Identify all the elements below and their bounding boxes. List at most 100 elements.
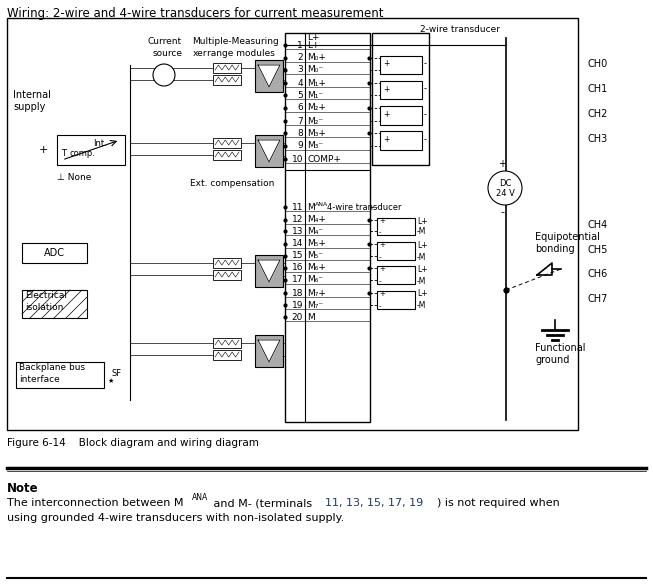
Text: +: + bbox=[383, 110, 389, 119]
Text: M₆+: M₆+ bbox=[307, 264, 326, 272]
Text: 15: 15 bbox=[291, 251, 303, 261]
Circle shape bbox=[488, 171, 522, 205]
Text: M₆⁻: M₆⁻ bbox=[307, 275, 323, 284]
Bar bbox=[22, 290, 87, 318]
Text: supply: supply bbox=[13, 102, 45, 112]
Text: M: M bbox=[307, 312, 315, 322]
Bar bbox=[255, 335, 283, 367]
Text: ANA: ANA bbox=[192, 493, 208, 502]
Text: -: - bbox=[424, 84, 427, 94]
Text: 10: 10 bbox=[291, 155, 303, 163]
Text: -: - bbox=[379, 278, 381, 284]
Text: 8: 8 bbox=[297, 128, 303, 138]
Text: 20: 20 bbox=[292, 312, 303, 322]
Text: The interconnection between M: The interconnection between M bbox=[7, 498, 183, 508]
Text: source: source bbox=[153, 49, 183, 57]
Text: 9: 9 bbox=[297, 141, 303, 151]
Text: CH0: CH0 bbox=[588, 59, 608, 69]
Text: isolation: isolation bbox=[25, 302, 63, 312]
Text: bonding: bonding bbox=[535, 244, 575, 254]
Text: -: - bbox=[500, 207, 504, 217]
Text: Ext. compensation: Ext. compensation bbox=[190, 179, 274, 189]
Text: -M: -M bbox=[417, 253, 426, 261]
Text: 5: 5 bbox=[297, 90, 303, 100]
Bar bbox=[372, 33, 429, 165]
Text: L+: L+ bbox=[417, 289, 428, 298]
Text: M₂⁻: M₂⁻ bbox=[307, 117, 323, 125]
Bar bbox=[213, 350, 241, 360]
Text: 3: 3 bbox=[297, 66, 303, 74]
Text: Wiring: 2-wire and 4-wire transducers for current measurement: Wiring: 2-wire and 4-wire transducers fo… bbox=[7, 7, 383, 20]
Text: Figure 6-14    Block diagram and wiring diagram: Figure 6-14 Block diagram and wiring dia… bbox=[7, 438, 259, 448]
Text: CH1: CH1 bbox=[588, 84, 608, 94]
Text: ★: ★ bbox=[108, 378, 114, 384]
Text: L+: L+ bbox=[417, 216, 428, 226]
Text: Equipotential: Equipotential bbox=[535, 232, 600, 242]
Text: M₄+: M₄+ bbox=[307, 216, 326, 224]
Text: SF: SF bbox=[111, 369, 121, 377]
Text: -: - bbox=[424, 110, 427, 119]
Text: M₀+: M₀+ bbox=[307, 53, 326, 63]
Text: L+: L+ bbox=[307, 40, 319, 49]
Text: M₄⁻: M₄⁻ bbox=[307, 227, 323, 236]
Bar bbox=[380, 131, 422, 150]
Text: ADC: ADC bbox=[44, 248, 65, 258]
Text: ANA: ANA bbox=[315, 203, 328, 207]
Bar bbox=[213, 138, 241, 148]
Text: 11, 13, 15, 17, 19: 11, 13, 15, 17, 19 bbox=[325, 498, 423, 508]
Text: -M: -M bbox=[417, 277, 426, 285]
Bar bbox=[377, 266, 415, 284]
Text: CH2: CH2 bbox=[588, 109, 609, 119]
Text: M₁⁻: M₁⁻ bbox=[307, 90, 323, 100]
Bar bbox=[22, 243, 87, 263]
Bar bbox=[380, 81, 422, 99]
Text: +: + bbox=[383, 60, 389, 69]
Text: 12: 12 bbox=[292, 216, 303, 224]
Bar bbox=[380, 56, 422, 74]
Text: M₃+: M₃+ bbox=[307, 128, 326, 138]
Text: 6: 6 bbox=[297, 104, 303, 113]
Bar bbox=[213, 270, 241, 280]
Text: Electrical: Electrical bbox=[25, 291, 67, 301]
Text: CH5: CH5 bbox=[588, 245, 609, 255]
Text: ) is not required when: ) is not required when bbox=[437, 498, 560, 508]
Text: and M- (terminals: and M- (terminals bbox=[210, 498, 315, 508]
Bar bbox=[7, 18, 578, 430]
Bar bbox=[377, 291, 415, 309]
Bar bbox=[285, 33, 370, 422]
Text: +: + bbox=[379, 242, 385, 248]
Text: -: - bbox=[379, 229, 381, 235]
Circle shape bbox=[153, 64, 175, 86]
Text: M₅+: M₅+ bbox=[307, 240, 326, 248]
Text: M: M bbox=[307, 203, 315, 212]
Text: Int.: Int. bbox=[93, 138, 106, 148]
Bar bbox=[16, 362, 104, 388]
Text: +: + bbox=[498, 159, 506, 169]
Text: CH7: CH7 bbox=[588, 294, 609, 304]
Polygon shape bbox=[258, 65, 280, 87]
Text: 18: 18 bbox=[291, 288, 303, 298]
Text: interface: interface bbox=[19, 376, 60, 384]
Text: 14: 14 bbox=[292, 240, 303, 248]
Text: comp.: comp. bbox=[69, 148, 95, 158]
Text: range modules: range modules bbox=[207, 49, 275, 57]
Text: 2: 2 bbox=[297, 53, 303, 63]
Text: 4-wire transducer: 4-wire transducer bbox=[327, 203, 402, 212]
Bar bbox=[255, 255, 283, 287]
Text: COMP+: COMP+ bbox=[307, 155, 341, 163]
Bar bbox=[377, 242, 415, 260]
Text: L+: L+ bbox=[417, 240, 428, 250]
Text: 4: 4 bbox=[297, 79, 303, 87]
Text: -M: -M bbox=[417, 302, 426, 311]
Text: CH4: CH4 bbox=[588, 220, 608, 230]
Text: xer: xer bbox=[193, 49, 208, 57]
Text: +: + bbox=[379, 218, 385, 224]
Bar bbox=[255, 135, 283, 167]
Text: CH6: CH6 bbox=[588, 269, 608, 279]
Text: Backplane bus: Backplane bus bbox=[19, 363, 85, 373]
Bar bbox=[255, 60, 283, 92]
Text: Note: Note bbox=[7, 482, 39, 495]
Text: Current: Current bbox=[148, 38, 182, 46]
Polygon shape bbox=[258, 140, 280, 162]
Text: 24 V: 24 V bbox=[496, 189, 515, 199]
